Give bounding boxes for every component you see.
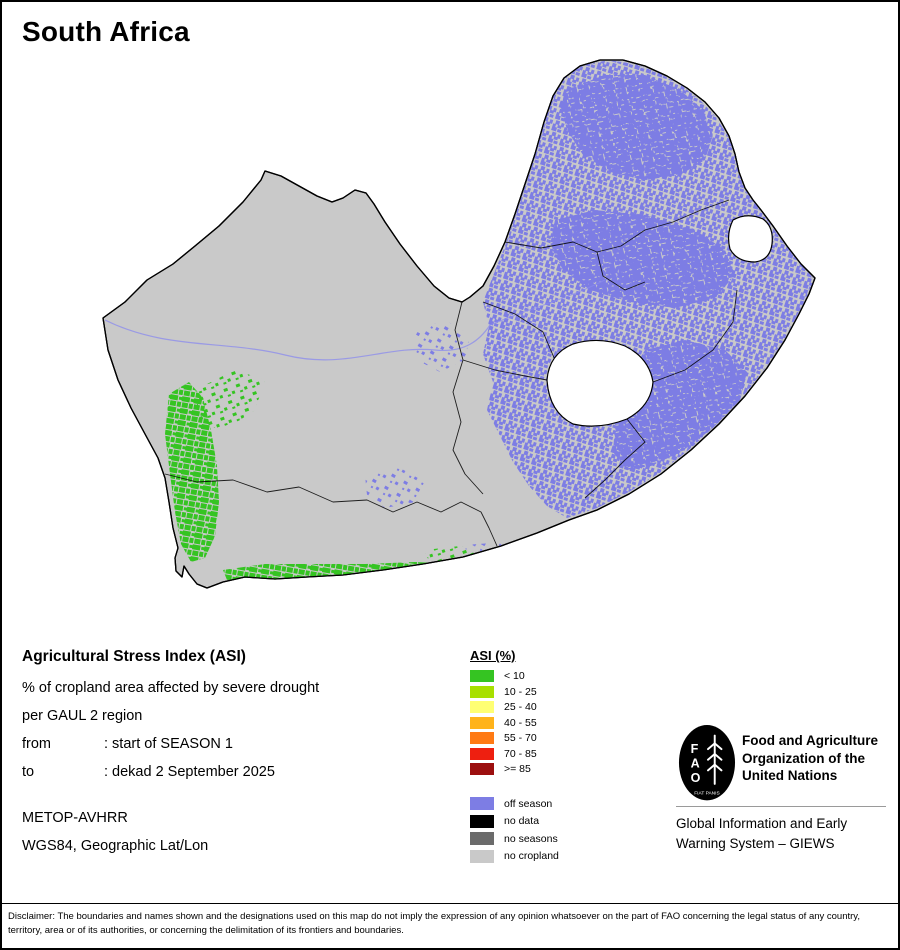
legend-label: no data xyxy=(504,815,540,827)
map-container xyxy=(85,50,825,635)
legend-row: off season xyxy=(470,797,620,810)
country-outline xyxy=(102,59,816,589)
to-label: to xyxy=(22,764,35,780)
lesotho-area xyxy=(546,339,654,427)
legend-row: >= 85 xyxy=(470,763,620,775)
river-orange xyxy=(104,319,491,361)
legend-row: 70 - 85 xyxy=(470,747,620,760)
province-line xyxy=(462,359,548,381)
legend-row: no cropland xyxy=(470,849,620,863)
asi-green-west-sparse xyxy=(195,370,265,430)
to-value: : dekad 2 September 2025 xyxy=(104,764,275,780)
legend-row: no seasons xyxy=(470,832,620,845)
eswatini-area xyxy=(727,215,773,263)
giews-name: Global Information and Early Warning Sys… xyxy=(676,814,891,853)
legend-swatch xyxy=(470,832,494,845)
from-value: : start of SEASON 1 xyxy=(104,736,233,752)
province-line xyxy=(452,301,484,495)
giews-line-1: Global Information and Early xyxy=(676,816,848,831)
legend-label: 25 - 40 xyxy=(504,701,537,713)
legend-row: < 10 xyxy=(470,670,620,682)
province-borders xyxy=(164,199,738,547)
legend-title: ASI (%) xyxy=(470,648,516,663)
legend-row: 25 - 40 xyxy=(470,701,620,713)
fao-org-line-1: Food and Agriculture xyxy=(742,733,878,748)
period-from: from : start of SEASON 1 xyxy=(22,736,442,752)
province-line xyxy=(482,301,556,361)
province-line xyxy=(164,473,498,547)
asi-description-2: per GAUL 2 region xyxy=(22,708,143,724)
sensor-name: METOP-AVHRR xyxy=(22,810,128,826)
province-line xyxy=(652,289,738,383)
legend-row: no data xyxy=(470,814,620,828)
off-season-core-highveld xyxy=(550,210,735,308)
fao-org-line-3: United Nations xyxy=(742,768,838,784)
province-line xyxy=(504,199,730,253)
from-label: from xyxy=(22,736,51,752)
disclaimer-text: Disclaimer: The boundaries and names sho… xyxy=(8,911,860,937)
fao-motto: FIAT PANIS xyxy=(694,791,720,797)
fao-letter-a: A xyxy=(691,756,700,770)
legend-row: 40 - 55 xyxy=(470,716,620,729)
legend-swatch xyxy=(470,747,494,760)
legend-swatch xyxy=(470,685,494,698)
province-line xyxy=(584,418,646,499)
legend-swatch xyxy=(470,797,494,810)
fao-logo: F A O FIAT PANIS xyxy=(678,724,736,802)
giews-line-2: Warning System – GIEWS xyxy=(676,835,835,851)
page-title: South Africa xyxy=(22,16,190,47)
legend-label: 55 - 70 xyxy=(504,732,537,744)
legend-swatch xyxy=(470,701,494,713)
legend-swatch xyxy=(470,763,494,775)
fao-org-name: Food and Agriculture Organization of the… xyxy=(742,732,892,785)
period-to: to : dekad 2 September 2025 xyxy=(22,764,442,780)
asi-description-1: % of cropland area affected by severe dr… xyxy=(22,680,320,696)
legend-label: 40 - 55 xyxy=(504,716,537,729)
legend-row: 10 - 25 xyxy=(470,685,620,698)
legend-label: off season xyxy=(504,797,553,810)
asi-green-south-coast xyxy=(223,562,459,580)
asi-green-west-coast xyxy=(165,382,219,562)
legend-swatch xyxy=(470,732,494,744)
legend-label: no cropland xyxy=(504,850,559,862)
projection-name: WGS84, Geographic Lat/Lon xyxy=(22,838,209,854)
fao-emblem-icon: F A O FIAT PANIS xyxy=(678,724,736,801)
legend-label: 10 - 25 xyxy=(504,685,537,698)
asi-legend: ASI (%) < 10 10 - 25 25 - 40 40 - 55 55 … xyxy=(470,648,620,867)
wheat-icon xyxy=(706,734,723,785)
fao-letter-o: O xyxy=(691,771,701,785)
legend-swatch xyxy=(470,670,494,682)
legend-group-other: off season no data no seasons no croplan… xyxy=(470,797,620,863)
legend-swatch xyxy=(470,814,494,828)
off-season-core-limpopo xyxy=(561,75,713,180)
legend-row: 55 - 70 xyxy=(470,732,620,744)
legend-swatch xyxy=(470,849,494,863)
river-vaal xyxy=(489,279,606,326)
fao-letter-f: F xyxy=(691,742,699,756)
legend-swatch xyxy=(470,716,494,729)
fao-divider xyxy=(676,806,886,807)
legend-label: < 10 xyxy=(504,670,525,682)
legend-label: no seasons xyxy=(504,832,558,845)
disclaimer-separator xyxy=(0,903,900,904)
asi-heading: Agricultural Stress Index (ASI) xyxy=(22,648,246,665)
off-season-outlier-2 xyxy=(365,468,425,508)
fao-org-line-2: Organization of the xyxy=(742,750,865,766)
province-line xyxy=(596,251,646,291)
map-info-block: Agricultural Stress Index (ASI) % of cro… xyxy=(22,648,442,866)
south-africa-map xyxy=(102,59,816,589)
legend-label: 70 - 85 xyxy=(504,747,537,760)
legend-label: >= 85 xyxy=(504,763,531,775)
